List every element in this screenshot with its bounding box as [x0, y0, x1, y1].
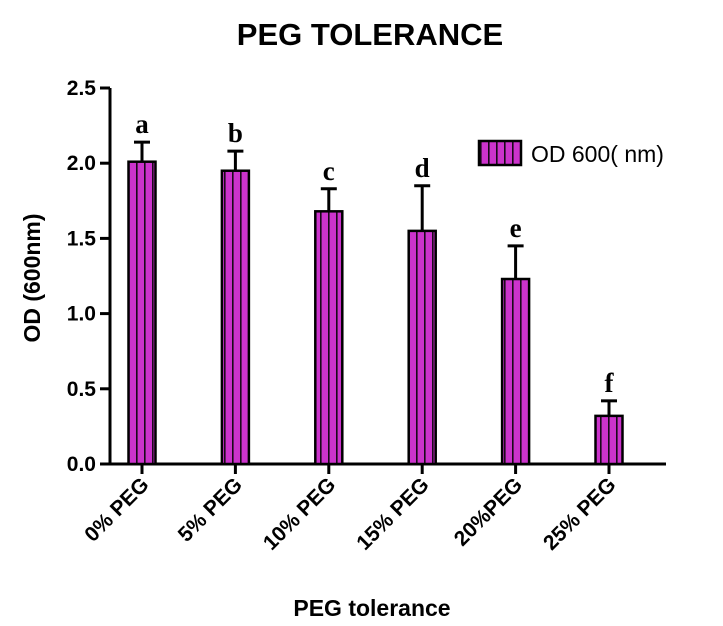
legend-swatch [477, 139, 523, 167]
x-tick-label: 0% PEG [80, 473, 153, 546]
y-ticks: 0.0 0.5 1.0 1.5 2.0 2.5 [67, 77, 110, 476]
y-tick-label: 2.0 [67, 152, 96, 175]
legend-label: OD 600( nm) [531, 141, 664, 167]
y-tick-label: 2.5 [67, 77, 97, 100]
y-tick-label: 0.5 [67, 378, 97, 401]
bar [407, 229, 437, 466]
x-tick-label: 15% PEG [352, 473, 433, 554]
significance-label: f [605, 368, 615, 398]
y-axis-label: OD (600nm) [19, 213, 45, 342]
x-axis-label: PEG tolerance [293, 595, 450, 621]
significance-label: d [415, 153, 430, 183]
bars: a b c d e f [127, 109, 624, 466]
y-tick-label: 0.0 [67, 453, 96, 476]
bar [314, 210, 344, 466]
y-tick-label: 1.5 [67, 227, 97, 250]
bar [500, 277, 531, 466]
x-tick-label: 25% PEG [539, 473, 620, 554]
bar [220, 169, 251, 466]
significance-label: e [510, 213, 522, 243]
legend: OD 600( nm) [477, 139, 664, 167]
bar [594, 414, 624, 466]
x-ticks: 0% PEG 5% PEG 10% PEG 15% PEG 20%PEG 25% PEG [80, 464, 621, 555]
significance-label: a [135, 109, 149, 139]
y-tick-label: 1.0 [67, 303, 96, 326]
significance-label: c [323, 156, 335, 186]
chart-title: PEG TOLERANCE [237, 17, 503, 52]
significance-label: b [228, 118, 243, 148]
x-tick-label: 10% PEG [259, 473, 340, 554]
x-tick-label: 20%PEG [450, 473, 527, 550]
x-tick-label: 5% PEG [174, 473, 247, 546]
bar [127, 160, 157, 466]
